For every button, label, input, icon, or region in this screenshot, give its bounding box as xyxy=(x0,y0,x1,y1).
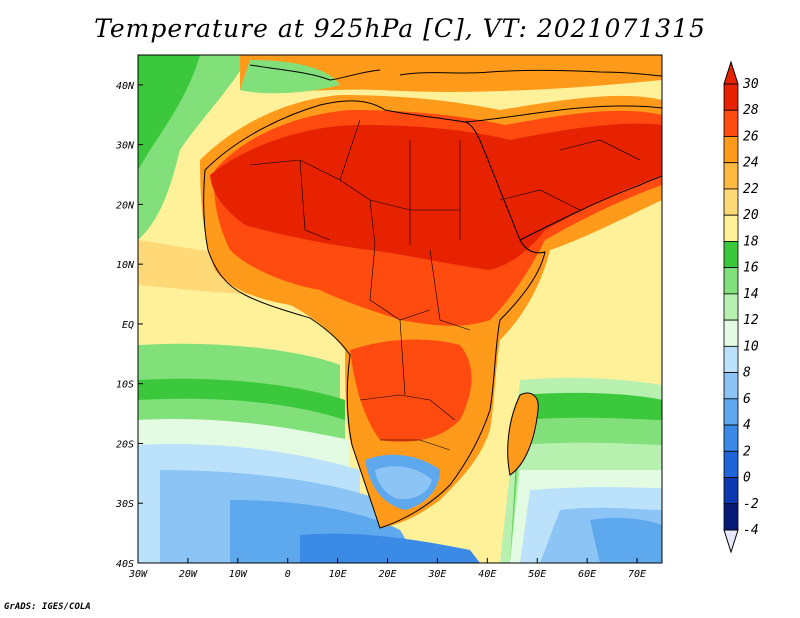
colorbar-swatch xyxy=(723,241,739,269)
plot-frame xyxy=(137,54,663,564)
colorbar-swatch xyxy=(723,424,739,452)
colorbar-swatch xyxy=(723,188,739,216)
colorbar-label: 28 xyxy=(743,103,759,118)
lat-tick-label: 40S xyxy=(116,559,134,570)
colorbar-swatch xyxy=(723,83,739,111)
colorbar-swatch xyxy=(723,450,739,478)
colorbar-swatch xyxy=(723,398,739,426)
colorbar-label: 2 xyxy=(743,444,751,459)
lat-tick-label: 20S xyxy=(116,439,134,450)
temperature-field xyxy=(138,55,662,563)
colorbar-label: 26 xyxy=(743,129,759,144)
colorbar-label: 0 xyxy=(743,471,751,486)
colorbar-label: -4 xyxy=(743,523,759,538)
lon-tick-label: 10E xyxy=(329,569,347,580)
colorbar-swatch xyxy=(723,477,739,505)
colorbar-label: 18 xyxy=(743,234,759,249)
lat-tick-label: EQ xyxy=(122,320,134,331)
lat-tick-label: 30N xyxy=(115,141,135,152)
lat-tick-label: 30S xyxy=(115,499,134,510)
colorbar-swatch xyxy=(723,109,739,137)
colorbar-label: 12 xyxy=(743,313,759,328)
lon-tick-label: 30E xyxy=(427,569,446,580)
lon-tick-label: 50E xyxy=(528,569,546,580)
colorbar-label: 4 xyxy=(743,418,751,433)
colorbar-swatch xyxy=(723,319,739,347)
colorbar-top-arrow xyxy=(723,60,739,85)
grads-credit: GrADS: IGES/COLA xyxy=(4,602,91,612)
lon-tick-label: 70E xyxy=(628,569,646,580)
colorbar-label: 6 xyxy=(743,392,751,407)
colorbar-swatch xyxy=(723,372,739,400)
colorbar-label: 22 xyxy=(743,182,759,197)
colorbar-swatch xyxy=(723,162,739,190)
lon-tick-label: 10W xyxy=(229,569,248,580)
latitude-axis: 40N 30N 20N 10N EQ 10S 20S 30S 40S xyxy=(115,81,143,570)
colorbar-swatch xyxy=(723,503,739,531)
lon-tick-label: 0 xyxy=(285,569,291,580)
lon-tick-label: 30W xyxy=(128,569,148,580)
colorbar-label: 8 xyxy=(743,366,751,381)
colorbar-label: 14 xyxy=(743,287,759,302)
colorbar-label: 24 xyxy=(743,156,759,171)
colorbar-label: -2 xyxy=(743,497,759,512)
colorbar-swatch xyxy=(723,214,739,242)
colorbar-swatch xyxy=(723,267,739,295)
lat-tick-label: 10S xyxy=(116,380,134,391)
colorbar-label: 10 xyxy=(743,339,759,354)
colorbar-label: 16 xyxy=(743,261,759,276)
country-borders xyxy=(249,119,641,451)
lat-tick-label: 10N xyxy=(116,260,135,271)
colorbar-swatch xyxy=(723,136,739,164)
lat-tick-label: 20N xyxy=(116,200,135,211)
lat-tick-label: 40N xyxy=(116,81,135,92)
colorbar-label: 20 xyxy=(743,208,759,223)
lon-tick-label: 60E xyxy=(578,569,596,580)
longitude-axis: 30W 20W 10W 0 10E 20E 30E 40E 50E 60E 70E xyxy=(128,558,646,580)
lon-tick-label: 20E xyxy=(378,569,396,580)
colorbar-swatch xyxy=(723,345,739,373)
colorbar-label: 30 xyxy=(742,77,759,92)
colorbar-swatch xyxy=(723,293,739,321)
coastlines xyxy=(203,64,662,529)
lon-tick-label: 40E xyxy=(478,569,496,580)
colorbar-bottom-arrow xyxy=(723,529,739,554)
lon-tick-label: 20W xyxy=(179,569,198,580)
map-title: Temperature at 925hPa [C], VT: 202107131… xyxy=(94,14,706,43)
